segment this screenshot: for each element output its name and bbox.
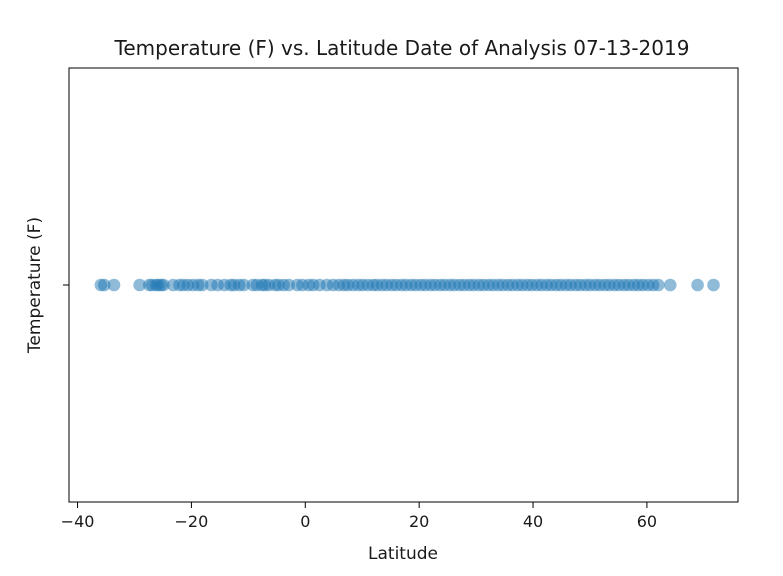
data-point: [157, 278, 170, 292]
chart-title: Temperature (F) vs. Latitude Date of Ana…: [114, 36, 690, 60]
data-point: [691, 278, 704, 292]
data-point: [98, 278, 111, 292]
data-point: [707, 278, 720, 292]
data-points: [94, 278, 720, 292]
x-tick-label: 20: [409, 512, 429, 531]
y-axis-label: Temperature (F): [25, 217, 45, 354]
x-tick-label: 40: [523, 512, 543, 531]
x-tick-label: −40: [61, 512, 95, 531]
data-point: [651, 278, 665, 292]
x-axis-ticks: −40 −20 0 20 40 60: [61, 502, 657, 531]
x-tick-label: 60: [637, 512, 657, 531]
data-point: [663, 278, 677, 292]
x-axis-label: Latitude: [368, 544, 438, 564]
data-point: [133, 278, 146, 292]
x-tick-label: 0: [300, 512, 310, 531]
data-point: [237, 278, 251, 292]
data-point: [107, 278, 121, 292]
data-point: [195, 278, 209, 292]
x-tick-label: −20: [175, 512, 209, 531]
